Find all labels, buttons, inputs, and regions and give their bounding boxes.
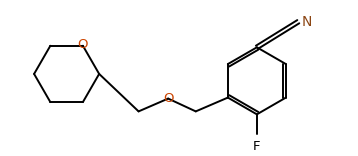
Text: O: O xyxy=(163,92,173,105)
Text: N: N xyxy=(301,15,311,29)
Text: F: F xyxy=(253,140,261,153)
Text: O: O xyxy=(78,38,88,51)
